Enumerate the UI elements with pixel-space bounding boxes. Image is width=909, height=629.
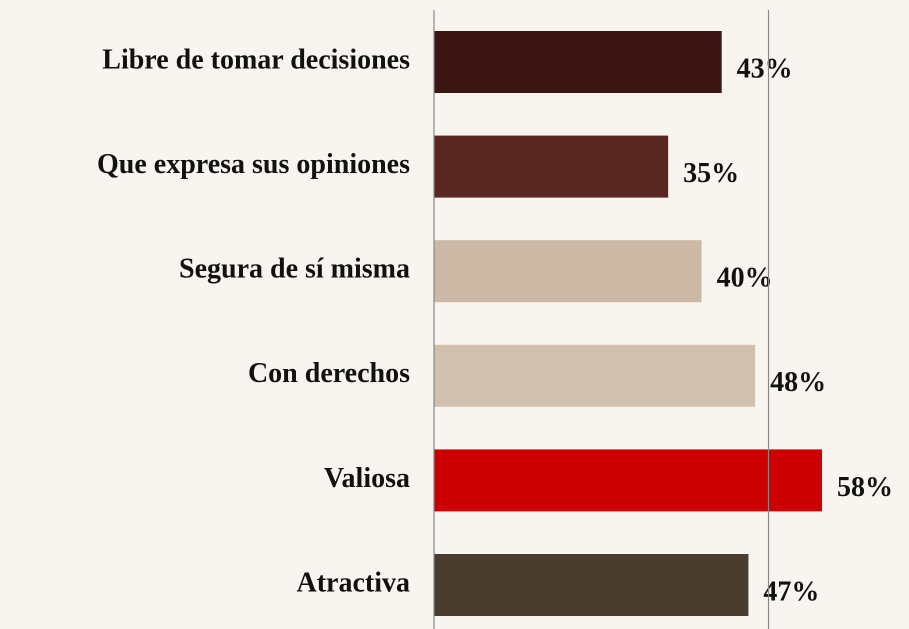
category-label: Con derechos [248,358,410,389]
value-label: 40% [717,263,773,294]
bar [434,240,702,303]
category-label: Que expresa sus opiniones [97,149,410,180]
value-label: 35% [683,158,739,189]
category-label: Valiosa [324,463,410,494]
category-label: Libre de tomar decisiones [102,44,410,75]
bar [434,449,823,512]
value-label: 58% [837,472,893,503]
bar [434,31,722,93]
bar [434,135,669,198]
value-label: 43% [737,53,793,84]
value-label: 48% [770,367,826,398]
bar [434,554,749,616]
category-label: Atractiva [296,567,410,598]
category-label: Segura de sí misma [179,254,410,285]
value-label: 47% [763,576,819,607]
bar [434,344,756,407]
